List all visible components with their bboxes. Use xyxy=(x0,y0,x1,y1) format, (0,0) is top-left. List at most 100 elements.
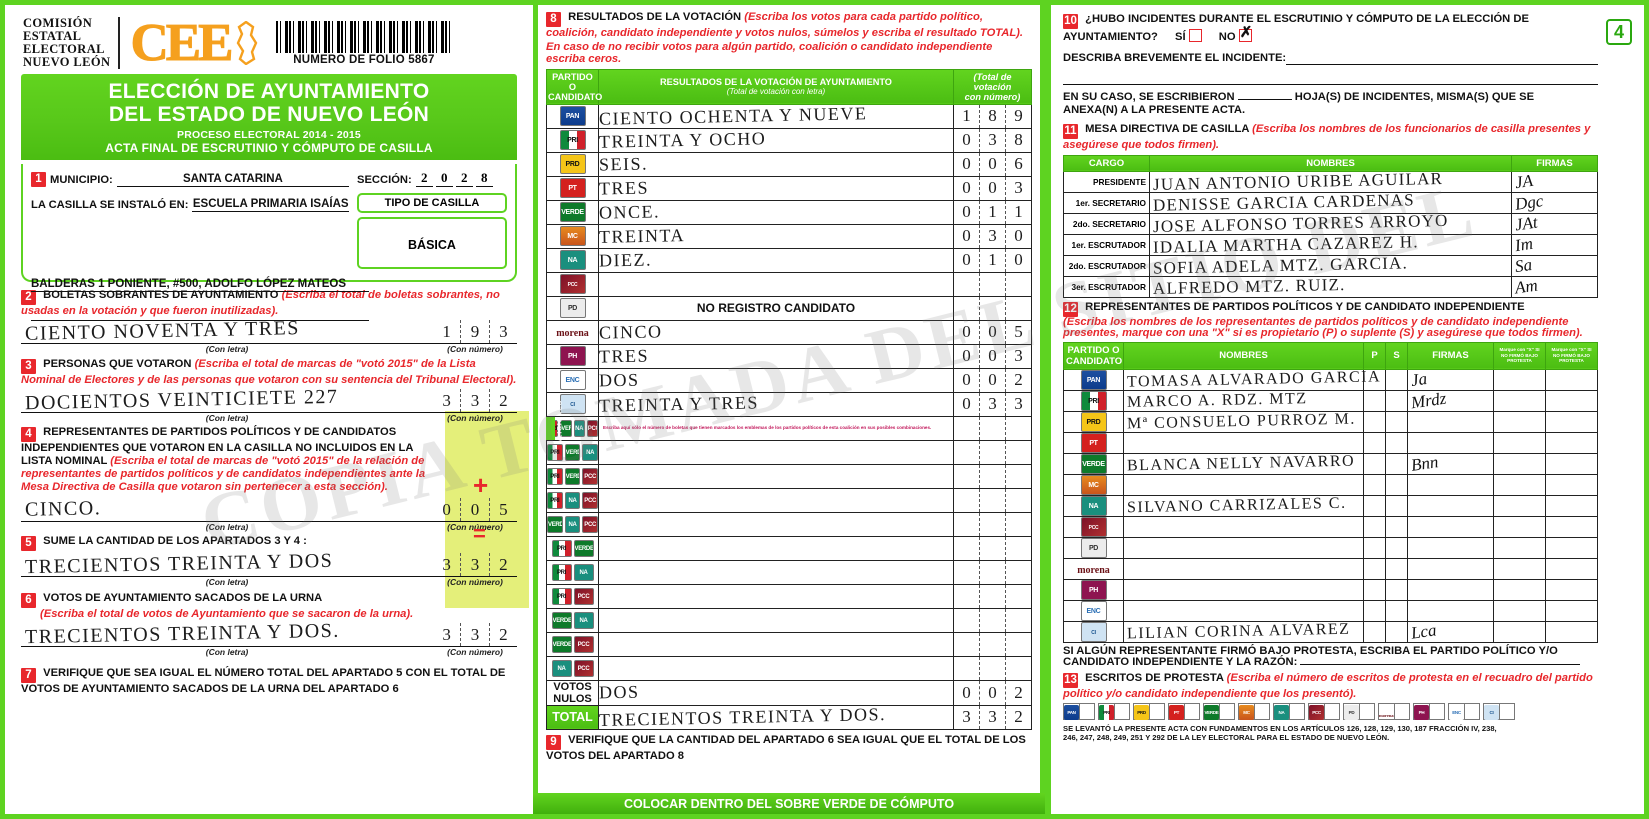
protest-count-input[interactable] xyxy=(1499,703,1514,719)
party-votes-letra[interactable]: TREINTA xyxy=(598,224,686,247)
party-votes-letra-cell[interactable]: SEIS. xyxy=(598,151,954,177)
mesa-nombre-cell[interactable]: IDALIA MARTHA CAZAREZ H. xyxy=(1149,232,1512,256)
coalition-votes-cell[interactable] xyxy=(598,631,954,657)
party-votes-numero-digit-3[interactable]: 3 xyxy=(1014,178,1023,197)
rep-propietario-box[interactable] xyxy=(1363,473,1386,496)
coalition-votes-numero-digit-3[interactable] xyxy=(1006,417,1031,440)
party-votes-numero-digit-1[interactable]: 0 xyxy=(954,200,980,224)
mesa-firma-cell[interactable]: Am xyxy=(1511,275,1598,298)
coalition-votes-cell[interactable] xyxy=(598,439,954,465)
total-letra[interactable]: TRECIENTOS TREINTA Y DOS. xyxy=(598,703,887,730)
rep-nombre-cell[interactable]: BLANCA NELLY NAVARRO xyxy=(1123,452,1364,475)
mesa-nombre-cell[interactable]: DENISSE GARCIA CARDENAS xyxy=(1149,190,1512,214)
rep-mark-box-2[interactable] xyxy=(1545,599,1598,622)
instalo-value[interactable]: ESCUELA PRIMARIA ISAÍAS xyxy=(192,198,349,210)
party-votes-letra-cell[interactable]: TREINTA Y OCHO xyxy=(598,127,954,153)
protest-box-morena[interactable]: morena xyxy=(1378,702,1410,720)
rep-mark-box-2[interactable] xyxy=(1545,431,1598,454)
rep-propietario-box[interactable] xyxy=(1363,494,1386,517)
section-3-num-1[interactable]: 3 xyxy=(433,389,462,412)
coalition-votes-numero-digit-1[interactable] xyxy=(954,440,980,464)
party-votes-numero-digit-2[interactable]: 0 xyxy=(980,344,1006,368)
rep-mark-box-2[interactable] xyxy=(1545,368,1598,391)
coalition-votes-numero[interactable] xyxy=(953,415,1032,441)
mesa-firma-cell[interactable]: Im xyxy=(1511,233,1598,256)
party-votes-letra[interactable]: SEIS. xyxy=(598,152,649,175)
coalition-votes-numero-digit-3[interactable] xyxy=(1006,537,1031,560)
rep-mark-box-1[interactable] xyxy=(1493,515,1546,538)
votos-nulos-num-2[interactable]: 0 xyxy=(980,680,1006,705)
describe-incident-input[interactable] xyxy=(1286,51,1598,65)
protest-box-enc[interactable]: ENC xyxy=(1448,702,1480,720)
rep-mark-box-1[interactable] xyxy=(1493,494,1546,517)
rep-mark-box-2[interactable] xyxy=(1545,410,1598,433)
section-3-letra[interactable]: DOCIENTOS VEINTICIETE 227 xyxy=(24,385,339,415)
party-votes-numero-digit-2[interactable]: 3 xyxy=(980,128,1006,152)
coalition-votes-numero-digit-3[interactable] xyxy=(1006,633,1031,656)
party-votes-letra[interactable]: TRES xyxy=(598,344,650,367)
party-votes-letra-cell[interactable]: TREINTA Y TRES xyxy=(598,391,954,417)
party-votes-numero-digit-1[interactable]: 0 xyxy=(954,344,980,368)
rep-suplente-box[interactable] xyxy=(1385,578,1408,601)
rep-firma-cell[interactable] xyxy=(1407,536,1494,559)
protest-count-input[interactable] xyxy=(1114,703,1129,719)
section-5-num-3[interactable]: 2 xyxy=(499,554,508,574)
coalition-votes-numero[interactable] xyxy=(953,583,1032,609)
party-votes-letra-cell[interactable]: ONCE. xyxy=(598,199,954,225)
mesa-nombre-cell[interactable]: SOFIA ADELA MTZ. GARCIA. xyxy=(1149,253,1512,277)
protest-box-pan[interactable]: PAN xyxy=(1063,702,1095,720)
rep-suplente-box[interactable] xyxy=(1385,389,1408,412)
party-votes-numero-digit-2[interactable] xyxy=(980,296,1006,320)
rep-nombre[interactable]: LILIAN CORINA ALVAREZ xyxy=(1126,620,1351,642)
address-value[interactable]: BALDERAS 1 PONIENTE, #500, ADOLFO LÓPEZ … xyxy=(31,278,347,290)
rep-mark-box-2[interactable] xyxy=(1545,620,1598,643)
rep-mark-box-2[interactable] xyxy=(1545,452,1598,475)
party-votes-letra-cell[interactable]: TRES xyxy=(598,175,954,201)
party-votes-numero-digit-1[interactable]: 0 xyxy=(954,368,980,392)
party-votes-numero-digit-1[interactable]: 0 xyxy=(954,224,980,248)
protest-count-input[interactable] xyxy=(1464,703,1479,719)
coalition-votes-numero-digit-2[interactable] xyxy=(980,560,1006,584)
rep-mark-box-1[interactable] xyxy=(1493,557,1546,580)
party-votes-numero-digit-2[interactable]: 3 xyxy=(980,392,1006,416)
coalition-votes-numero-digit-2[interactable] xyxy=(980,632,1006,656)
seccion-digit-1[interactable]: 2 xyxy=(415,170,433,187)
rep-mark-box-1[interactable] xyxy=(1493,578,1546,601)
party-votes-numero-digit-2[interactable] xyxy=(980,272,1006,296)
rep-nombre[interactable]: BLANCA NELLY NAVARRO xyxy=(1126,452,1356,474)
party-votes-letra-cell[interactable]: TREINTA xyxy=(598,223,954,249)
section-2-num-3[interactable]: 3 xyxy=(499,321,508,341)
coalition-votes-numero-digit-1[interactable] xyxy=(954,416,980,440)
rep-mark-box-2[interactable] xyxy=(1545,536,1598,559)
party-votes-numero-digit-2[interactable]: 3 xyxy=(980,224,1006,248)
party-votes-numero-digit-1[interactable]: 0 xyxy=(954,152,980,176)
party-votes-numero-digit-3[interactable]: 3 xyxy=(1014,394,1023,413)
section-3-num-3[interactable]: 2 xyxy=(499,390,508,410)
coalition-votes-numero-digit-2[interactable] xyxy=(980,488,1006,512)
si-checkbox[interactable] xyxy=(1188,29,1202,42)
coalition-votes-numero[interactable] xyxy=(953,607,1032,633)
rep-nombre-cell[interactable] xyxy=(1123,431,1364,454)
coalition-votes-numero-digit-1[interactable] xyxy=(954,560,980,584)
rep-suplente-box[interactable] xyxy=(1385,536,1408,559)
party-votes-letra-cell[interactable]: TRES xyxy=(598,343,954,369)
coalition-votes-numero[interactable] xyxy=(953,487,1032,513)
rep-propietario-box[interactable] xyxy=(1363,389,1386,412)
section-2-letra[interactable]: CIENTO NOVENTA Y TRES xyxy=(24,317,301,345)
tipo-casilla-value[interactable]: BÁSICA xyxy=(357,217,507,269)
protest-count-input[interactable] xyxy=(1219,703,1234,719)
rep-suplente-box[interactable] xyxy=(1385,410,1408,433)
mesa-nombre-cell[interactable]: JOSE ALFONSO TORRES ARROYO xyxy=(1149,210,1512,236)
rep-suplente-box[interactable] xyxy=(1385,452,1408,475)
party-votes-numero-digit-3[interactable]: 9 xyxy=(1014,106,1023,125)
party-votes-numero-digit-2[interactable]: 0 xyxy=(980,176,1006,200)
party-votes-letra[interactable]: DOS xyxy=(598,369,640,390)
rep-suplente-box[interactable] xyxy=(1385,368,1408,391)
section-6-letra[interactable]: TRECIENTOS TREINTA Y DOS. xyxy=(24,619,340,649)
protest-count-input[interactable] xyxy=(1254,703,1269,719)
party-votes-letra[interactable]: ONCE. xyxy=(598,200,661,223)
